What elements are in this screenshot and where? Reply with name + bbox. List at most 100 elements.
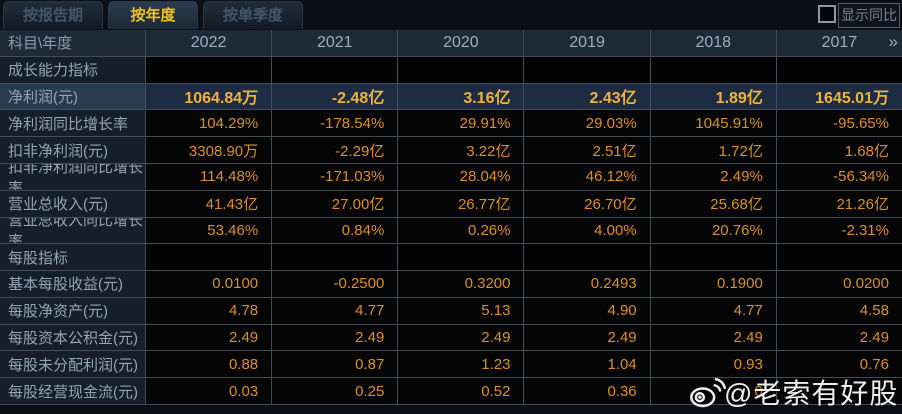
cell-value: 0.87 xyxy=(272,351,398,378)
cell-value: 0 xyxy=(650,378,776,404)
financial-table: 科目\年度 2022 2021 2020 2019 2018 2017 » 成长能力指标 净利润(… xyxy=(0,30,902,405)
cell-value: 2.43亿 xyxy=(524,83,650,110)
cell-value: 1645.01万 xyxy=(776,83,902,110)
cell-value xyxy=(776,378,902,404)
cell-value xyxy=(776,244,902,271)
cell-value: -2.31% xyxy=(776,217,902,244)
cell-value: 3308.90万 xyxy=(146,137,272,163)
row-label: 净利润(元) xyxy=(0,83,145,110)
cell-value xyxy=(524,56,650,83)
cell-value: 1064.84万 xyxy=(146,83,272,110)
cell-value xyxy=(776,56,902,83)
cell-value: -56.34% xyxy=(776,163,902,190)
cell-value: 1.72亿 xyxy=(650,137,776,163)
cell-value: -2.29亿 xyxy=(272,137,398,163)
year-header-2021: 2021 xyxy=(272,30,398,56)
cell-value: 2.49 xyxy=(272,324,398,351)
cell-value: 25.68亿 xyxy=(650,190,776,217)
cell-value: 2.49% xyxy=(650,163,776,190)
cell-value: 26.70亿 xyxy=(524,190,650,217)
cell-value: 0.52 xyxy=(398,378,524,404)
row-label: 每股净资产(元) xyxy=(0,297,145,324)
year-header-2018: 2018 xyxy=(650,30,776,56)
cell-value: 27.00亿 xyxy=(272,190,398,217)
cell-value: 4.77 xyxy=(272,297,398,324)
cell-value: 41.43亿 xyxy=(146,190,272,217)
cell-value: 0.25 xyxy=(272,378,398,404)
cell-value: 53.46% xyxy=(146,217,272,244)
cell-value: 21.26亿 xyxy=(776,190,902,217)
cell-value: 28.04% xyxy=(398,163,524,190)
cell-value xyxy=(650,244,776,271)
year-header-2020: 2020 xyxy=(398,30,524,56)
cell-value: 29.91% xyxy=(398,110,524,137)
cell-value: 1.04 xyxy=(524,351,650,378)
cell-value: 0.26% xyxy=(398,217,524,244)
section-row-label: 成长能力指标 xyxy=(0,56,145,83)
cell-value: 2.49 xyxy=(650,324,776,351)
cell-value: 0.84% xyxy=(272,217,398,244)
cell-value: 2.49 xyxy=(398,324,524,351)
section-row-label: 每股指标 xyxy=(0,244,145,271)
cell-value: 0.0200 xyxy=(776,271,902,297)
cell-value xyxy=(272,56,398,83)
row-label: 营业总收入(元) xyxy=(0,190,145,217)
cell-value: 1.68亿 xyxy=(776,137,902,163)
more-years-chevron[interactable]: » xyxy=(888,32,899,52)
cell-value xyxy=(146,244,272,271)
corner-label: 科目\年度 xyxy=(0,30,145,56)
cell-value: 20.76% xyxy=(650,217,776,244)
show-yoy-button[interactable]: 显示同比 xyxy=(838,3,900,28)
row-label: 净利润同比增长率 xyxy=(0,110,145,137)
cell-value xyxy=(524,244,650,271)
cell-value xyxy=(146,56,272,83)
cell-value: 0.93 xyxy=(650,351,776,378)
cell-value: 2.51亿 xyxy=(524,137,650,163)
cell-value xyxy=(398,244,524,271)
show-yoy-checkbox[interactable] xyxy=(818,5,836,23)
cell-value: 46.12% xyxy=(524,163,650,190)
cell-value: 4.00% xyxy=(524,217,650,244)
year-header-label: 2017 xyxy=(821,33,858,51)
cell-value: 4.78 xyxy=(146,297,272,324)
row-label: 每股未分配利润(元) xyxy=(0,351,145,378)
cell-value: 3.22亿 xyxy=(398,137,524,163)
cell-value: 4.77 xyxy=(650,297,776,324)
cell-value: -178.54% xyxy=(272,110,398,137)
cell-value: -0.2500 xyxy=(272,271,398,297)
year-header-label: 2019 xyxy=(569,33,605,51)
row-label: 基本每股收益(元) xyxy=(0,271,145,297)
cell-value xyxy=(398,56,524,83)
cell-value: 4.90 xyxy=(524,297,650,324)
cell-value: 26.77亿 xyxy=(398,190,524,217)
cell-value: -2.48亿 xyxy=(272,83,398,110)
year-header-label: 2022 xyxy=(190,33,227,51)
row-label: 扣非净利润(元) xyxy=(0,137,145,163)
year-header-2022: 2022 xyxy=(146,30,272,56)
cell-value xyxy=(272,244,398,271)
cell-value: 1.89亿 xyxy=(650,83,776,110)
cell-value: 104.29% xyxy=(146,110,272,137)
cell-value: 4.58 xyxy=(776,297,902,324)
cell-value: 114.48% xyxy=(146,163,272,190)
cell-value: 2.49 xyxy=(776,324,902,351)
tab-report-period[interactable]: 按报告期 xyxy=(3,1,103,29)
cell-value: 0.2493 xyxy=(524,271,650,297)
cell-value: 2.49 xyxy=(146,324,272,351)
tab-annual[interactable]: 按年度 xyxy=(108,1,198,29)
cell-value: 0.88 xyxy=(146,351,272,378)
cell-value: 0.1900 xyxy=(650,271,776,297)
year-header-2017: 2017 » xyxy=(776,30,902,56)
year-header-2019: 2019 xyxy=(524,30,650,56)
cell-value: 5.13 xyxy=(398,297,524,324)
cell-value: 2.49 xyxy=(524,324,650,351)
year-header-label: 2021 xyxy=(316,33,353,51)
cell-value: -95.65% xyxy=(776,110,902,137)
row-label: 每股资本公积金(元) xyxy=(0,324,145,351)
cell-value: -171.03% xyxy=(272,163,398,190)
cell-value: 0.36 xyxy=(524,378,650,404)
year-header-label: 2020 xyxy=(443,33,479,51)
row-label: 每股经营现金流(元) xyxy=(0,378,145,404)
tab-single-quarter[interactable]: 按单季度 xyxy=(203,1,303,29)
cell-value: 1045.91% xyxy=(650,110,776,137)
